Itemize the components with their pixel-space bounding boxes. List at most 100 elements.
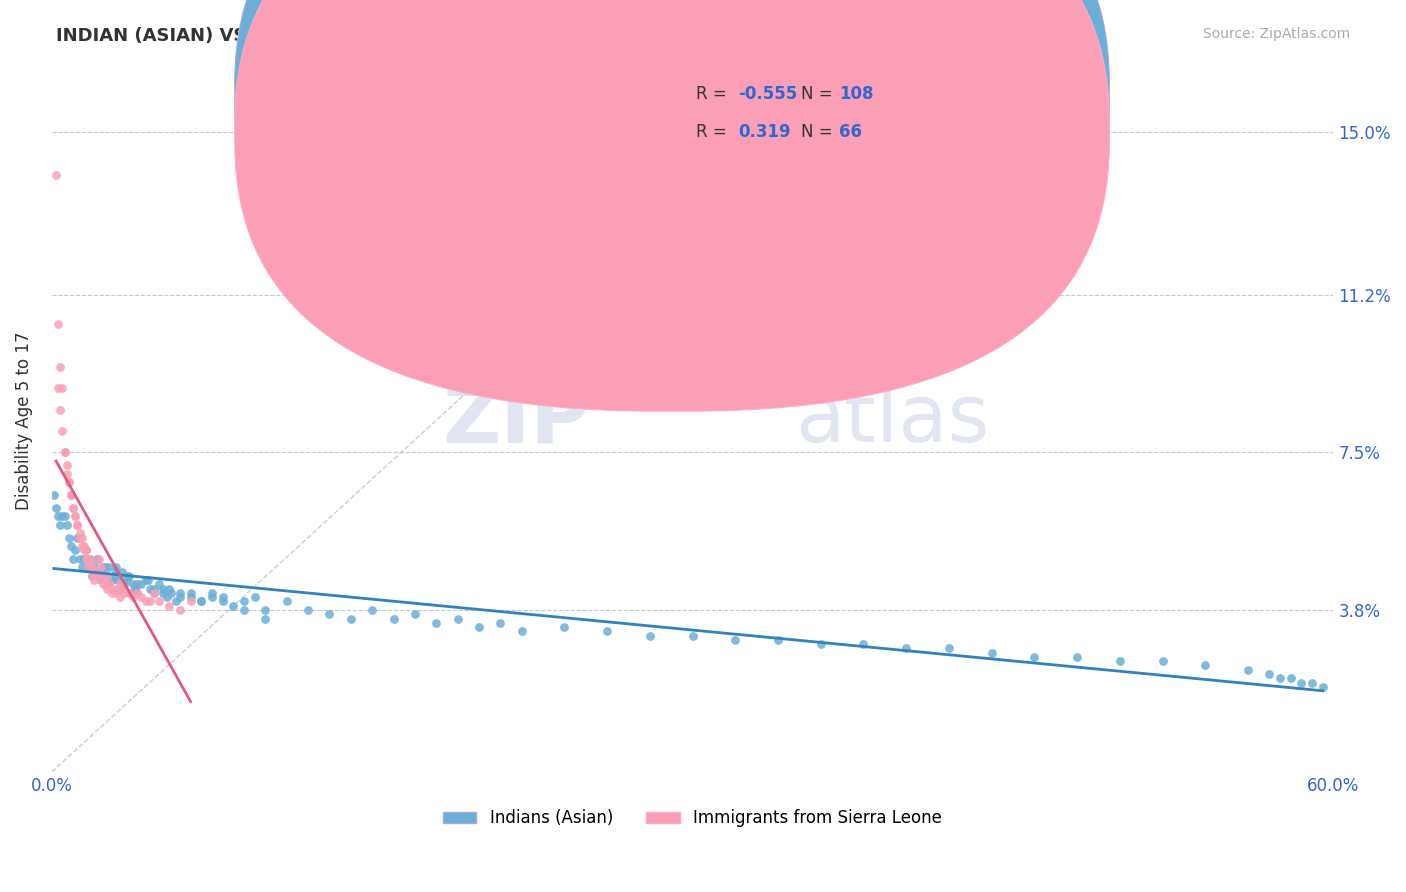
Point bbox=[404, 607, 426, 622]
Point bbox=[104, 565, 127, 579]
Point bbox=[53, 445, 76, 459]
Point bbox=[1237, 663, 1260, 677]
Point bbox=[79, 552, 101, 566]
Point bbox=[157, 582, 180, 596]
Point bbox=[1312, 680, 1334, 694]
Point bbox=[59, 539, 82, 553]
Point bbox=[58, 531, 80, 545]
Point bbox=[77, 552, 100, 566]
Point bbox=[1024, 649, 1046, 664]
Point bbox=[938, 641, 960, 656]
Point bbox=[468, 620, 491, 634]
Point bbox=[49, 402, 72, 417]
Point bbox=[211, 591, 233, 605]
Point bbox=[46, 381, 69, 395]
Point bbox=[297, 603, 319, 617]
Point bbox=[127, 577, 149, 591]
Point bbox=[100, 573, 122, 587]
Point bbox=[98, 577, 121, 591]
Point bbox=[169, 586, 191, 600]
Point bbox=[201, 586, 224, 600]
Point bbox=[96, 569, 118, 583]
Point bbox=[46, 318, 69, 332]
Point bbox=[340, 611, 363, 625]
Point bbox=[69, 531, 91, 545]
Point bbox=[100, 586, 122, 600]
Point bbox=[254, 603, 277, 617]
Point bbox=[152, 586, 174, 600]
Point bbox=[108, 591, 131, 605]
Point bbox=[980, 646, 1002, 660]
Point bbox=[107, 573, 129, 587]
Point bbox=[135, 573, 157, 587]
Point bbox=[87, 569, 110, 583]
Point bbox=[90, 573, 112, 587]
Point bbox=[169, 603, 191, 617]
Point bbox=[117, 586, 139, 600]
Point bbox=[96, 577, 118, 591]
Text: R =: R = bbox=[696, 85, 733, 103]
Point bbox=[65, 509, 87, 524]
Point bbox=[65, 543, 87, 558]
Point bbox=[1066, 649, 1088, 664]
Point bbox=[96, 582, 118, 596]
Point bbox=[82, 560, 104, 574]
Point bbox=[94, 569, 117, 583]
Text: R =: R = bbox=[696, 123, 733, 141]
Point bbox=[117, 569, 139, 583]
Point bbox=[156, 591, 179, 605]
Point bbox=[104, 586, 127, 600]
Point bbox=[53, 445, 76, 459]
Point bbox=[122, 591, 145, 605]
Point bbox=[115, 569, 138, 583]
Point bbox=[127, 586, 149, 600]
Text: atlas: atlas bbox=[796, 381, 990, 459]
Point bbox=[91, 560, 114, 574]
Point bbox=[143, 586, 166, 600]
Point bbox=[58, 475, 80, 489]
Point bbox=[111, 565, 134, 579]
Point bbox=[70, 531, 93, 545]
Point bbox=[66, 517, 89, 532]
Point bbox=[70, 560, 93, 574]
Point bbox=[157, 599, 180, 613]
Point bbox=[94, 577, 117, 591]
Point bbox=[896, 641, 918, 656]
Point bbox=[122, 577, 145, 591]
Point bbox=[201, 591, 224, 605]
Point bbox=[222, 599, 245, 613]
Point bbox=[136, 573, 159, 587]
Point bbox=[91, 577, 114, 591]
Point bbox=[70, 539, 93, 553]
Point bbox=[211, 594, 233, 608]
Point bbox=[45, 168, 67, 182]
Point bbox=[1108, 654, 1130, 668]
Point bbox=[91, 573, 114, 587]
Point bbox=[66, 531, 89, 545]
Point bbox=[49, 359, 72, 374]
Point bbox=[51, 509, 73, 524]
Point bbox=[112, 577, 135, 591]
Point bbox=[318, 607, 340, 622]
Point bbox=[446, 611, 468, 625]
Point bbox=[69, 526, 91, 541]
Point bbox=[86, 569, 108, 583]
Point bbox=[124, 582, 146, 596]
Point bbox=[73, 539, 96, 553]
Text: INDIAN (ASIAN) VS IMMIGRANTS FROM SIERRA LEONE DISABILITY AGE 5 TO 17 CORRELATIO: INDIAN (ASIAN) VS IMMIGRANTS FROM SIERRA… bbox=[56, 27, 1073, 45]
Point bbox=[69, 552, 91, 566]
Point bbox=[79, 552, 101, 566]
Point bbox=[77, 560, 100, 574]
Point bbox=[83, 560, 105, 574]
Point bbox=[77, 560, 100, 574]
Point bbox=[1194, 658, 1216, 673]
Point bbox=[139, 582, 162, 596]
Point bbox=[682, 629, 704, 643]
Point bbox=[131, 591, 153, 605]
Point bbox=[51, 381, 73, 395]
Point bbox=[148, 577, 170, 591]
Point bbox=[83, 565, 105, 579]
Point bbox=[86, 552, 108, 566]
Point bbox=[75, 543, 97, 558]
Point bbox=[169, 591, 191, 605]
